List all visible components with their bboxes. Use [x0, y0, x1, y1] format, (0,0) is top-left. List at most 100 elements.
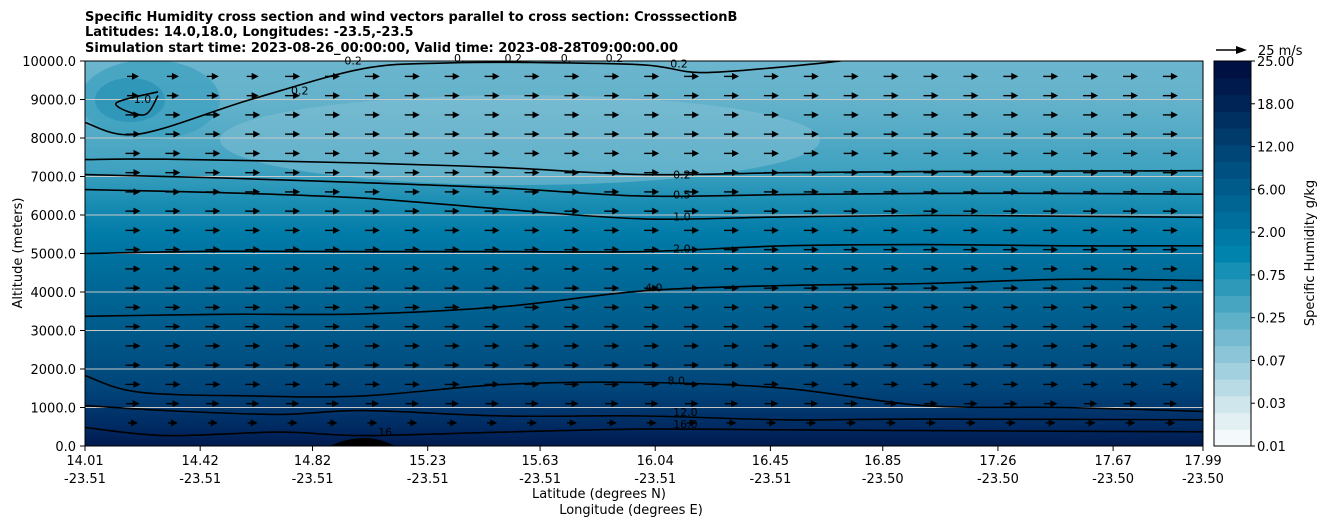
wind-vector-head [731, 400, 739, 408]
x-axis-label-longitude: Longitude (degrees E) [559, 503, 703, 518]
wind-vector-head [213, 342, 221, 350]
colorbar-band [1214, 395, 1251, 414]
y-tick-label: 3000.0 [31, 325, 77, 340]
wind-vector-head [450, 419, 458, 427]
wind-vector-head [252, 400, 260, 408]
wind-vector-head [1091, 226, 1099, 234]
wind-vector-head [133, 111, 141, 119]
wind-vector-head [891, 188, 899, 196]
terrain-bump [330, 438, 395, 446]
wind-vector-head [1170, 246, 1178, 254]
wind-vector-head [612, 265, 620, 273]
wind-vector-head [452, 303, 460, 311]
x-axis-label-latitude: Latitude (degrees N) [532, 487, 666, 502]
colorbar-band [1214, 144, 1251, 163]
wind-vector-head [412, 72, 420, 80]
wind-vector-head [133, 323, 141, 331]
colorbar-band [1214, 429, 1251, 447]
wind-vector-head [452, 284, 460, 292]
wind-vector-head [732, 284, 739, 292]
wind-vector-head [809, 419, 817, 427]
wind-vector-head [173, 380, 181, 388]
wind-vector-head [931, 207, 939, 215]
wind-vector-head [133, 207, 141, 215]
wind-vector-head [652, 188, 660, 196]
wind-vector-head [251, 92, 259, 100]
x-tick-label-lat: 14.82 [294, 454, 331, 469]
contour-line [85, 173, 1203, 198]
wind-vector-head [173, 361, 181, 369]
wind-vector-head [810, 400, 818, 408]
wind-vector-head [652, 361, 660, 369]
wind-vector-head [692, 169, 700, 177]
wind-vector-head [292, 400, 300, 408]
wind-vector-head [251, 72, 259, 80]
wind-vector-head [691, 400, 699, 408]
wind-vector-head [532, 207, 540, 215]
wind-vector-head [492, 130, 500, 138]
wind-vector-head [173, 130, 181, 138]
contour-label: 0.2 [291, 84, 309, 97]
y-tick-label: 9000.0 [31, 94, 77, 109]
wind-vector-head [253, 303, 261, 311]
wind-vector-head [851, 111, 859, 119]
colorbar-tick-label: 2.00 [1257, 226, 1286, 241]
wind-vector-head [931, 265, 939, 273]
wind-vector-head [732, 188, 739, 196]
wind-vector-head [333, 92, 340, 100]
wind-vector-head [732, 169, 739, 177]
wind-vector-head [1051, 342, 1059, 350]
wind-vector-head [1011, 92, 1019, 100]
wind-vector-head [732, 361, 739, 369]
wind-vector-head [173, 226, 181, 234]
wind-vector-head [532, 380, 540, 388]
wind-vector-head [1051, 303, 1059, 311]
wind-vector-head [133, 169, 141, 177]
y-tick-label: 8000.0 [31, 132, 77, 147]
wind-vector-head [572, 207, 580, 215]
colorbar [1214, 61, 1251, 447]
wind-vector-head [811, 342, 819, 350]
wind-vector-head [293, 111, 301, 119]
wind-vector-head [692, 246, 700, 254]
wind-vector-head [692, 342, 700, 350]
colorbar-tick-label: 0.07 [1257, 354, 1286, 369]
colorbar-band [1214, 278, 1251, 296]
wind-vector-head [1170, 361, 1178, 369]
quiver-key-label: 25 m/s [1258, 44, 1303, 59]
wind-vector-head [850, 400, 858, 408]
wind-vector-head [133, 149, 141, 157]
wind-vector-head [133, 361, 141, 369]
wind-vector-head [1091, 207, 1099, 215]
wind-vector-head [452, 380, 460, 388]
wind-vector-head [293, 72, 301, 80]
colorbar-band [1214, 412, 1251, 430]
colorbar-band [1214, 312, 1251, 330]
wind-vector-head [890, 400, 898, 408]
wind-vector-head [692, 92, 700, 100]
wind-vector-head [692, 111, 700, 119]
wind-vector-head [452, 207, 460, 215]
wind-vector-head [811, 226, 819, 234]
wind-vector-head [652, 380, 660, 388]
contour-label: 16.0 [673, 418, 698, 431]
wind-vector-head [851, 149, 859, 157]
wind-vector-head [173, 188, 181, 196]
wind-vector-head [333, 361, 340, 369]
wind-vector-head [1051, 323, 1059, 331]
wind-vector-head [532, 169, 540, 177]
wind-vector-head [213, 226, 221, 234]
contour-label: 4.0 [645, 281, 663, 294]
wind-vector-head [253, 188, 261, 196]
wind-vector-head [253, 130, 261, 138]
wind-vector-head [370, 419, 378, 427]
wind-vector-head [213, 246, 221, 254]
wind-vector-head [891, 111, 899, 119]
colorbar-tick-label: 12.00 [1257, 141, 1294, 156]
wind-vector-head [293, 323, 301, 331]
wind-vector-head [652, 92, 660, 100]
wind-vector-head [532, 361, 540, 369]
wind-vector-head [612, 380, 620, 388]
wind-vector-head [293, 169, 301, 177]
